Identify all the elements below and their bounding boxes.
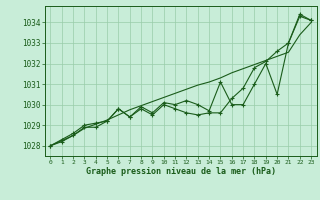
X-axis label: Graphe pression niveau de la mer (hPa): Graphe pression niveau de la mer (hPa) xyxy=(86,167,276,176)
